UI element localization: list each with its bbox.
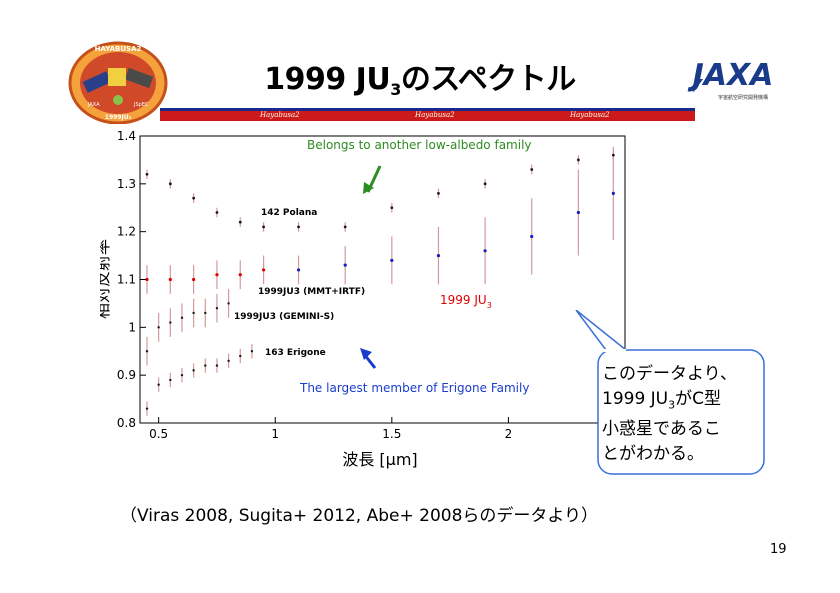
data-point [192,196,196,200]
data-point [390,206,394,210]
callout-text: このデータより、 1999 JU3がC型 小惑星であるこ とがわかる。 [602,362,772,467]
data-point [215,364,219,367]
data-point [576,210,580,215]
annotation-top: Belongs to another low-albedo family [307,138,532,152]
data-point [192,311,195,315]
svg-text:JAXA: JAXA [688,58,774,93]
data-point [145,277,149,282]
data-point [238,273,242,277]
data-point [168,182,172,186]
data-point [530,234,534,239]
data-point [145,350,149,353]
jaxa-logo: JAXA 宇宙航空研究開発機構 [688,58,774,101]
jaxa-caption: 宇宙航空研究開発機構 [718,94,768,101]
data-point [180,373,184,377]
label-ju3-gemini: 1999JU3 (GEMINI-S) [234,312,334,322]
data-point [611,153,615,157]
data-point [238,220,242,224]
x-tick-label: 1.5 [382,427,401,441]
x-tick-label: 2 [505,427,513,441]
data-point [390,258,394,262]
data-point [530,168,534,171]
callout-line: このデータより、 [602,364,737,384]
data-point [157,326,160,329]
data-point [239,354,242,358]
title-main: 1999 JU [264,62,391,97]
series-points [145,153,615,410]
green-arrow [363,165,382,194]
y-tick-label: 1 [128,320,136,334]
data-reference: （Viras 2008, Sugita+ 2012, Abe+ 2008らのデー… [120,506,599,526]
data-point [343,263,347,267]
data-point [227,302,230,305]
data-point [262,225,265,229]
spectrum-chart: 0.5 1 1.5 2 0.8 0.9 1 1.1 1.2 1.3 1.4 波長 [μm] 相対反射… [100,129,626,469]
blue-arrow [360,348,377,369]
data-point [204,364,207,367]
logo-bottom-text: 1999JU₃ [105,114,132,121]
annotation-ju3: 1999 JU3 [440,293,492,310]
logo-side-text2: JSpEC [133,102,149,108]
logo-top-text: HAYABUSA2 [95,45,142,53]
data-point [343,225,347,229]
band-word: Hayabusa2 [415,111,455,119]
data-point [145,172,149,176]
data-point [227,359,230,363]
y-axis-label: 相対反射率 [100,239,112,319]
hayabusa2-mission-logo: HAYABUSA2 1999JU₃ JAXA JSpEC [68,41,168,124]
error-bars [146,146,614,416]
label-polana: 142 Polana [261,208,317,218]
plot-frame [139,135,626,424]
y-tick-label: 1.3 [117,177,136,191]
data-point [250,350,254,353]
band-word: Hayabusa2 [260,111,300,119]
x-tick-label: 0.5 [149,427,168,441]
data-point [576,158,580,162]
callout-bubble [575,310,765,475]
title-rest: のスペクトル [400,62,576,97]
logo-side-text: JAXA [87,102,100,108]
y-tick-label: 1.2 [117,225,136,239]
band-red-stripe [160,111,695,121]
annotation-bottom: The largest member of Erigone Family [299,381,529,395]
data-point [483,182,487,186]
y-tick-label: 1.1 [117,273,136,287]
callout-line: 小惑星であるこ [602,419,721,440]
data-point [611,191,615,195]
band-blue-stripe [160,108,695,111]
data-point [297,225,300,229]
data-point [168,277,172,282]
slide-title: 1999 JU3のスペクトル [0,54,840,99]
data-point [204,311,207,315]
data-point [169,378,172,382]
data-point [192,277,196,282]
title-subscript: 3 [390,80,401,99]
y-tick-label: 1.4 [117,129,136,143]
x-tick-label: 1 [271,427,279,441]
data-point [215,307,219,310]
page-number: 19 [770,542,787,557]
data-point [215,273,219,277]
x-axis-label: 波長 [μm] [342,450,417,469]
data-point [145,407,149,410]
callout-line: とがわかる。 [602,444,704,465]
callout-line: 1999 JU3がC型 [602,389,721,412]
data-point [192,369,195,372]
data-point [436,253,441,258]
y-tick-label: 0.8 [117,416,136,430]
label-ju3-mmt: 1999JU3 (MMT+IRTF) [258,287,365,297]
label-erigone: 163 Erigone [265,348,326,358]
data-point [169,321,172,324]
data-point [215,211,219,214]
data-point [437,192,440,195]
axes-ticks: 0.5 1 1.5 2 0.8 0.9 1 1.1 1.2 1.3 1.4 [117,129,512,441]
data-point [261,268,266,272]
data-point [483,249,487,253]
header-band: Hayabusa2 Hayabusa2 Hayabusa2 [160,108,695,122]
y-tick-label: 0.9 [117,368,136,382]
band-word: Hayabusa2 [570,111,610,119]
data-point [180,316,184,319]
data-point [296,268,301,272]
data-point [157,383,160,386]
